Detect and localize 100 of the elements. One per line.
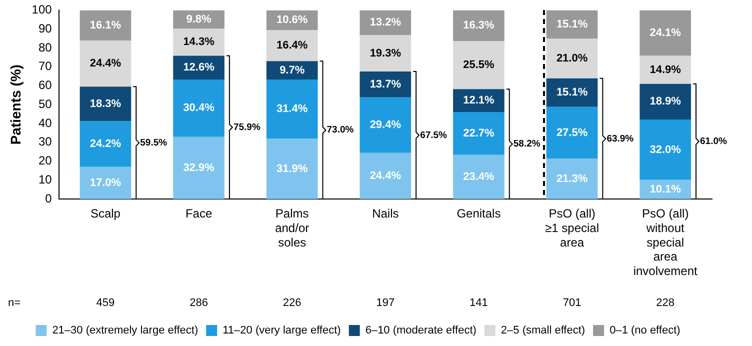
y-tick-label: 90: [38, 21, 52, 36]
data-label: 24.4%: [90, 58, 122, 70]
bar: [546, 158, 598, 199]
data-label: 17.0%: [90, 176, 122, 189]
text: 197: [376, 297, 395, 310]
bar: [453, 112, 504, 155]
data-label: 25.5%: [463, 59, 495, 72]
x-tick-label: PsO (all) without special area involvement: [633, 206, 698, 278]
annotation: 61.0%: [700, 136, 728, 148]
legend-label: 2–5 (small effect): [500, 324, 586, 337]
text: n=: [8, 297, 21, 310]
data-label: 31.9%: [276, 162, 308, 175]
data-label: 31.4%: [276, 103, 308, 116]
data-label: 16.4%: [276, 40, 308, 52]
x-tick-label: Genitals: [456, 206, 501, 221]
y-axis-title: Patients (%): [7, 64, 24, 145]
text: 701: [562, 297, 582, 310]
data-label: 10.6%: [276, 14, 308, 26]
data-label: 27.5%: [556, 126, 588, 139]
bar: [640, 84, 692, 120]
x-tick-label: Scalp: [90, 206, 121, 221]
y-tick-label: 100: [32, 2, 52, 17]
data-label: 18.9%: [650, 96, 682, 108]
bar: [453, 89, 504, 112]
bar: [640, 56, 692, 84]
bar: [266, 138, 318, 199]
data-label: 15.1%: [556, 86, 588, 99]
data-label: 29.4%: [370, 119, 402, 132]
text: 226: [282, 297, 302, 310]
data-label: 12.1%: [463, 94, 495, 107]
y-tick-label: 50: [38, 96, 52, 111]
y-tick-label: 70: [38, 59, 52, 74]
y-tick-label: 60: [38, 78, 52, 92]
data-label: 21.3%: [556, 172, 588, 185]
annotation: 59.5%: [140, 137, 168, 148]
bar: [266, 79, 318, 139]
y-tick-label: 30: [38, 134, 52, 149]
bar: [546, 38, 598, 78]
y-tick-label: 10: [38, 172, 52, 186]
data-label: 13.7%: [370, 78, 402, 91]
data-label: 23.4%: [463, 170, 495, 183]
data-label: 32.0%: [650, 144, 682, 156]
bar: [640, 120, 692, 180]
text: 286: [190, 297, 208, 310]
data-label: 32.9%: [183, 162, 215, 174]
data-label: 14.9%: [650, 64, 682, 76]
data-label: 16.1%: [90, 19, 122, 32]
legend-label: 0–1 (no effect): [610, 324, 680, 337]
y-tick-label: 40: [38, 116, 52, 130]
data-label: 22.7%: [463, 127, 495, 140]
y-tick-label: 0: [45, 191, 52, 206]
bar: [266, 30, 318, 62]
bar: [360, 152, 412, 199]
data-label: 30.4%: [183, 102, 215, 114]
bar: [546, 78, 598, 107]
annotation: 67.5%: [420, 130, 448, 141]
legend-label: 21–30 (extremely large effect): [52, 324, 198, 337]
data-label: 24.4%: [370, 170, 402, 182]
y-tick-label: 80: [38, 40, 52, 54]
bar: [453, 10, 504, 41]
legend-label: 11–20 (very large effect): [222, 324, 341, 337]
annotation: 58.2%: [513, 138, 541, 150]
x-tick-label: Nails: [372, 206, 399, 221]
bar: [80, 86, 132, 122]
bar: [80, 40, 132, 87]
data-label: 21.0%: [556, 52, 588, 65]
annotation: 63.9%: [606, 133, 634, 144]
bar: [360, 72, 412, 98]
legend-label: 6–10 (moderate effect): [365, 324, 476, 337]
data-label: 14.3%: [183, 36, 215, 48]
bar: [453, 40, 504, 90]
data-label: 12.6%: [183, 62, 215, 74]
x-tick-label: PsO (all) ≥1 special area: [545, 206, 600, 250]
data-label: 19.3%: [370, 47, 402, 60]
data-label: 13.2%: [370, 16, 402, 29]
data-label: 24.2%: [90, 138, 122, 150]
annotation: 73.0%: [326, 124, 354, 136]
annotation: 75.9%: [233, 122, 261, 133]
data-label: 24.1%: [650, 26, 682, 39]
bar: [80, 121, 132, 167]
bar: [173, 79, 224, 137]
x-tick-label: Palms and/or soles: [275, 206, 310, 250]
bar: [266, 61, 318, 80]
text: 228: [656, 297, 675, 310]
bar: [640, 10, 692, 56]
bar: [453, 154, 504, 199]
data-label: 18.3%: [90, 98, 122, 110]
x-tick-label: Face: [185, 206, 212, 221]
bar: [173, 136, 224, 199]
bar: [546, 106, 598, 159]
data-label: 9.8%: [186, 13, 212, 26]
data-label: 15.1%: [556, 18, 588, 30]
text: 459: [96, 297, 115, 310]
bar: [173, 28, 224, 56]
data-label: 16.3%: [463, 20, 495, 32]
data-label: 10.1%: [650, 183, 682, 196]
text: 141: [470, 297, 488, 310]
data-label: 9.7%: [280, 64, 305, 76]
y-tick-label: 20: [38, 154, 52, 168]
bar: [360, 35, 412, 72]
